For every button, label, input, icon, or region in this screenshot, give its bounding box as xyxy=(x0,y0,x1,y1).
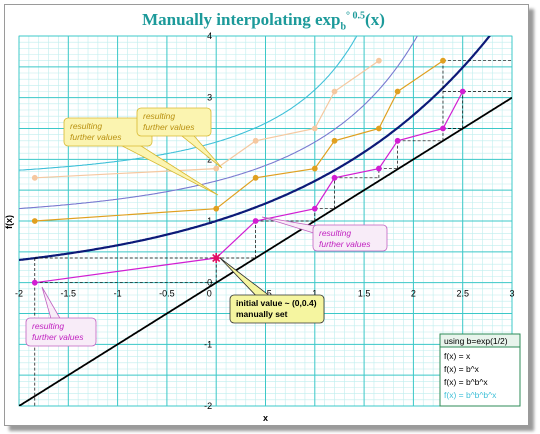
x-tick-label: -1 xyxy=(114,289,122,299)
x-tick-label: 0 xyxy=(207,289,212,299)
y-axis-label: f(x) xyxy=(4,215,14,229)
callout-text: resulting xyxy=(319,228,351,238)
series-point-0 xyxy=(331,174,338,181)
callout-text: further values xyxy=(319,239,371,249)
y-tick-label: 1 xyxy=(207,216,212,226)
series-point-0 xyxy=(311,205,318,212)
x-tick-label: 3 xyxy=(509,289,514,299)
y-tick-label: 2 xyxy=(207,154,212,164)
callout-text: resulting xyxy=(32,321,64,331)
legend-header-box xyxy=(439,333,521,348)
callout-box xyxy=(229,294,325,324)
chart-title: Manually interpolating expb° 0.5(x) xyxy=(0,10,527,32)
series-point-2 xyxy=(31,174,38,181)
series-point-1 xyxy=(394,88,401,95)
callout-box xyxy=(25,317,97,347)
series-point-0 xyxy=(394,137,401,144)
series-point-1 xyxy=(213,205,220,212)
series-line-2 xyxy=(34,60,380,179)
callout-text: further values xyxy=(32,332,84,342)
curve-identity xyxy=(19,96,512,406)
legend-entry: f(x) = x xyxy=(444,351,471,361)
series-point-1 xyxy=(440,57,446,64)
title-base: b xyxy=(340,21,347,33)
series-point-1 xyxy=(252,174,259,181)
curve-exp_exp_exp xyxy=(19,36,358,171)
x-tick-label: -0.5 xyxy=(159,289,175,299)
callout-text: resulting xyxy=(70,121,102,131)
series-point-0 xyxy=(31,279,38,286)
legend-entry: f(x) = b^b^b^x xyxy=(444,390,497,400)
series-point-0 xyxy=(375,165,382,172)
callout-box xyxy=(312,224,388,252)
series-point-0 xyxy=(252,218,259,224)
y-tick-label: -2 xyxy=(204,401,212,411)
y-tick-label: 3 xyxy=(207,93,212,103)
series-point-1 xyxy=(311,165,318,172)
x-tick-label: -2 xyxy=(15,289,23,299)
series-point-1 xyxy=(31,218,38,224)
callout-text: manually set xyxy=(236,309,288,319)
y-tick-label: -1 xyxy=(204,339,212,349)
callout-box xyxy=(136,107,212,137)
y-tick-label: 0 xyxy=(207,278,212,288)
y-tick-label: 4 xyxy=(207,31,212,41)
x-tick-label: 1 xyxy=(312,289,317,299)
legend-header: using b=exp(1/2) xyxy=(444,336,508,346)
x-tick-label: 1.5 xyxy=(358,289,371,299)
title-exponent: ° 0.5 xyxy=(346,10,366,22)
title-suffix: (x) xyxy=(365,10,385,29)
series-point-2 xyxy=(213,165,220,172)
series-point-2 xyxy=(331,88,338,95)
title-prefix: Manually interpolating exp xyxy=(142,10,341,29)
legend-entry: f(x) = b^x xyxy=(444,364,480,374)
callout-text: further values xyxy=(70,132,122,142)
curve-exp_exp xyxy=(19,36,418,210)
callout-text: resulting xyxy=(143,111,175,121)
x-tick-label: -1.5 xyxy=(61,289,77,299)
series-point-1 xyxy=(331,137,338,144)
x-tick-label: 2 xyxy=(411,289,416,299)
series-point-2 xyxy=(252,137,259,144)
series-point-2 xyxy=(375,57,382,64)
series-line-1 xyxy=(34,60,444,222)
callout-text: initial value ~ (0,0.4) xyxy=(236,298,317,308)
series-point-0 xyxy=(459,88,466,95)
x-tick-label: 2.5 xyxy=(456,289,469,299)
legend-entry: f(x) = b^b^x xyxy=(444,377,488,387)
initial-point-marker xyxy=(211,253,222,263)
curve-exp xyxy=(19,36,491,262)
callout-text: further values xyxy=(143,122,195,132)
series-point-0 xyxy=(440,125,446,132)
series-point-2 xyxy=(311,125,318,132)
series-point-1 xyxy=(375,125,382,132)
x-axis-label: x xyxy=(263,413,268,423)
